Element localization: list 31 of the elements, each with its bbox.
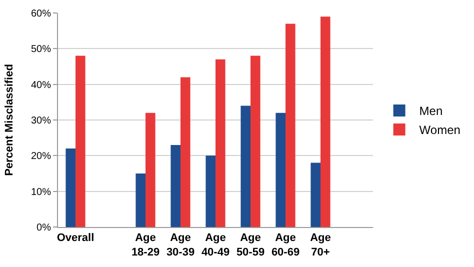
bar (286, 24, 296, 227)
x-tick-label: Overall (56, 232, 94, 244)
bar (310, 162, 320, 227)
x-tick-label: Age 30-39 (166, 232, 195, 258)
y-tick-label: 60% (30, 8, 52, 20)
legend-label: Women (419, 123, 460, 138)
bar (66, 148, 76, 227)
x-tick-label: Age 50-59 (236, 232, 265, 258)
y-tick-label: 0% (36, 222, 52, 234)
y-tick-label: 10% (30, 186, 52, 198)
bar (76, 56, 86, 227)
bar (136, 174, 146, 227)
bar (206, 156, 216, 227)
y-tick-label: 30% (30, 116, 52, 126)
y-tick-label: 20% (30, 151, 52, 162)
bar (240, 106, 250, 227)
bar (276, 112, 286, 227)
bar (216, 59, 226, 227)
bar (180, 77, 190, 227)
x-tick-label: Age 18-29 (131, 232, 160, 258)
x-tick-label: Age 60-69 (271, 232, 300, 258)
x-tick-label: Age 40-49 (201, 232, 230, 258)
legend-label: Men (419, 104, 443, 118)
y-tick-label: 40% (30, 80, 52, 91)
bar (320, 16, 330, 227)
x-tick-label: Age 70+ (310, 232, 331, 258)
y-tick-label: 50% (30, 44, 52, 56)
bar (250, 56, 260, 227)
y-axis-title: Percent Misclassified (4, 64, 16, 176)
bar (146, 112, 156, 227)
bar (170, 144, 180, 227)
